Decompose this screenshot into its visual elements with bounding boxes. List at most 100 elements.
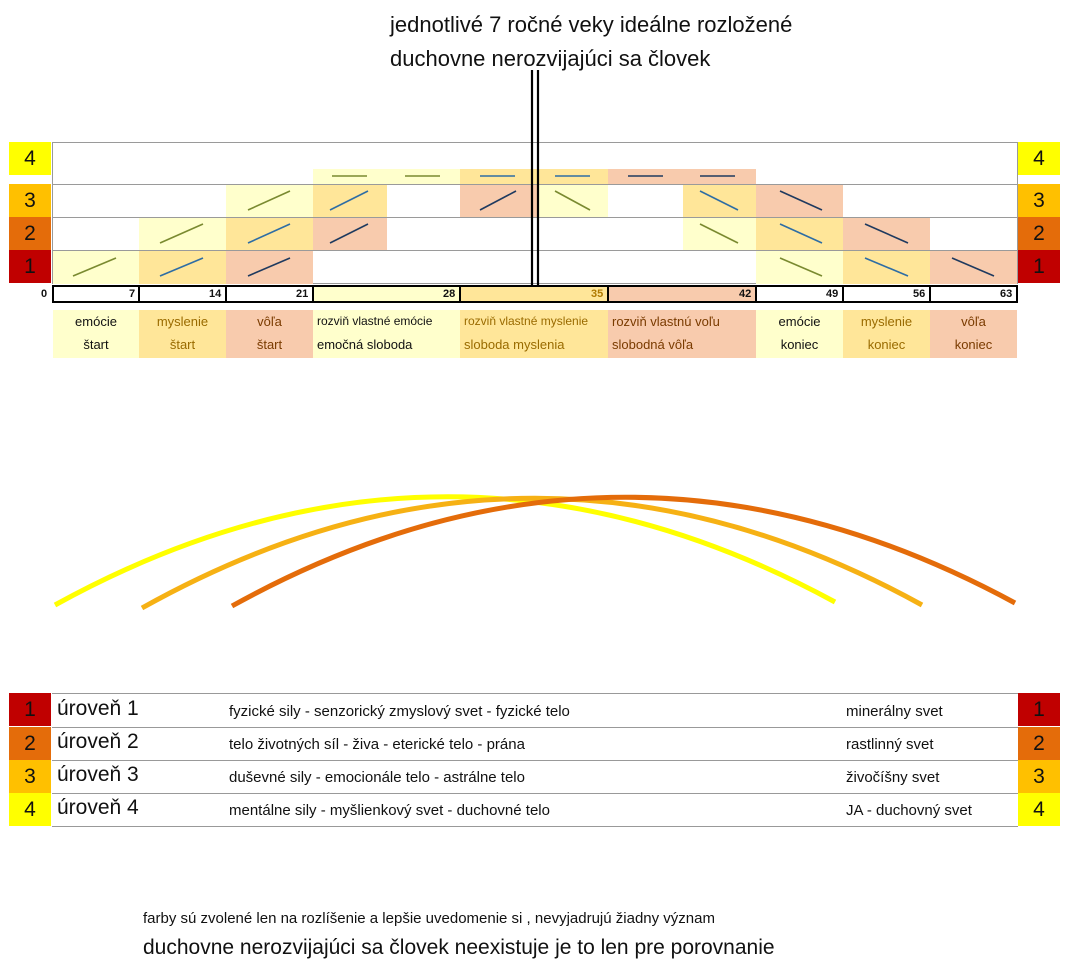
- legend-badge-right: 2: [1018, 727, 1060, 760]
- thought-arc: [140, 495, 924, 611]
- age-tick: [607, 285, 609, 303]
- grid-cell: [756, 218, 843, 250]
- level-3-badge-left: 3: [9, 184, 51, 217]
- trend-line: [247, 257, 291, 277]
- legend-badge-left: 2: [9, 727, 51, 760]
- grid-cell: [608, 169, 756, 184]
- trend-line: [329, 190, 369, 211]
- trend-line: [951, 257, 995, 277]
- legend-badge-right: 4: [1018, 793, 1060, 826]
- phase-label: rozviň vlastné emócie emočná sloboda: [313, 310, 460, 358]
- legend-level-description: mentálne sily - myšlienkový svet - ducho…: [229, 802, 550, 819]
- legend-badge-right: 3: [1018, 760, 1060, 793]
- trend-line: [159, 257, 204, 277]
- grid-cell: [756, 185, 843, 217]
- phase-label: emócie štart: [53, 310, 139, 358]
- phase-line-1: rozviň vlastnú voľu: [612, 314, 720, 329]
- legend-level-world: rastlinný svet: [846, 736, 934, 753]
- legend-badge-left: 1: [9, 693, 51, 726]
- grid-cell: [460, 169, 608, 184]
- trend-line: [864, 257, 909, 277]
- phase-line-1: vôľa: [961, 314, 986, 329]
- phase-line-2: koniec: [954, 337, 993, 352]
- grid-cell: [53, 251, 139, 284]
- age-tick-label: 49: [826, 288, 839, 300]
- legend-badge-left: 4: [9, 793, 51, 826]
- legend-level-name: úroveň 2: [57, 730, 139, 753]
- trend-line: [247, 190, 291, 211]
- phase-label: vôľa štart: [226, 310, 313, 358]
- age-tick-label: 21: [296, 288, 309, 300]
- legend-level-name: úroveň 1: [57, 697, 139, 720]
- age-tick-label: 7: [129, 288, 136, 300]
- phase-line-2: emočná sloboda: [317, 337, 413, 352]
- diagram-title-line-1: jednotlivé 7 ročné veky ideálne rozložen…: [390, 12, 793, 37]
- legend-level-world: živočíšny svet: [846, 769, 940, 786]
- grid-cell: [756, 251, 843, 284]
- will-arc: [230, 494, 1017, 609]
- legend-level-name: úroveň 4: [57, 796, 139, 819]
- legend-level-description: duševné sily - emocionále telo - astráln…: [229, 769, 525, 786]
- legend-level-description: fyzické sily - senzorický zmyslový svet …: [229, 703, 570, 720]
- trend-line: [779, 257, 823, 277]
- age-scale-bar: [52, 285, 1018, 303]
- legend-row: úroveň 3 duševné sily - emocionále telo …: [52, 760, 1018, 794]
- legend-row: úroveň 2 telo životných síl - živa - ete…: [52, 727, 1018, 761]
- footer-statement: duchovne nerozvijajúci sa človek neexist…: [143, 936, 775, 959]
- age-tick-label: 14: [209, 288, 222, 300]
- phase-line-2: štart: [169, 337, 196, 352]
- phase-line-2: sloboda myslenia: [464, 337, 565, 352]
- level-2-badge-left: 2: [9, 217, 51, 250]
- phase-line-1: myslenie: [156, 314, 209, 329]
- legend-row: úroveň 4 mentálne sily - myšlienkový sve…: [52, 793, 1018, 827]
- trend-line: [554, 190, 591, 211]
- trend-line: [329, 223, 369, 244]
- phase-line-1: emócie: [778, 314, 821, 329]
- trend-line: [479, 190, 517, 211]
- trend-lines: [72, 70, 995, 285]
- phase-line-2: štart: [256, 337, 283, 352]
- arcs-diagram: [53, 494, 1017, 611]
- trend-line: [699, 223, 739, 244]
- grid-cell: [313, 218, 387, 250]
- phase-label: rozviň vlastné myslenie sloboda myslenia: [460, 310, 608, 358]
- phase-line-2: koniec: [867, 337, 906, 352]
- legend-badge-left: 3: [9, 760, 51, 793]
- phase-line-1: rozviň vlastné myslenie: [464, 314, 589, 328]
- phase-label: myslenie štart: [139, 310, 226, 358]
- trend-line: [864, 223, 909, 244]
- grid-cell: [313, 169, 460, 184]
- phase-line-2: slobodná vôľa: [612, 337, 694, 352]
- age-tick: [842, 285, 844, 303]
- trend-line: [699, 190, 739, 211]
- grid-cell: [460, 287, 608, 301]
- phase-line-1: emócie: [75, 314, 117, 329]
- age-tick: [929, 285, 931, 303]
- age-tick-label: 0: [41, 288, 48, 300]
- grid-cell: [313, 287, 460, 301]
- trend-line: [779, 190, 823, 211]
- phase-label: emócie koniec: [756, 310, 843, 358]
- legend-top-border: [52, 693, 1018, 694]
- level-1-badge-left: 1: [9, 250, 51, 283]
- phase-line-1: vôľa: [257, 314, 282, 329]
- age-tick-label: 63: [1000, 288, 1013, 300]
- age-tick-label: 28: [443, 288, 456, 300]
- diagram-title-line-2: duchovne nerozvijajúci sa človek: [390, 46, 711, 71]
- trend-line: [72, 257, 117, 277]
- emotion-arc: [53, 494, 837, 608]
- age-tick: [138, 285, 140, 303]
- level-2-badge-right: 2: [1018, 217, 1060, 250]
- row-divider: [52, 250, 1018, 251]
- phase-line-1: rozviň vlastné emócie: [317, 314, 433, 328]
- phase-label: myslenie koniec: [843, 310, 930, 358]
- legend-level-world: minerálny svet: [846, 703, 943, 720]
- level-4-badge-left: 4: [9, 142, 51, 175]
- legend-badge-right: 1: [1018, 693, 1060, 726]
- legend-row: úroveň 1 fyzické sily - senzorický zmysl…: [52, 694, 1018, 728]
- age-tick: [225, 285, 227, 303]
- age-tick-label: 42: [739, 288, 752, 300]
- age-tick: [459, 285, 461, 303]
- phase-line-1: myslenie: [860, 314, 913, 329]
- level-4-badge-right: 4: [1018, 142, 1060, 175]
